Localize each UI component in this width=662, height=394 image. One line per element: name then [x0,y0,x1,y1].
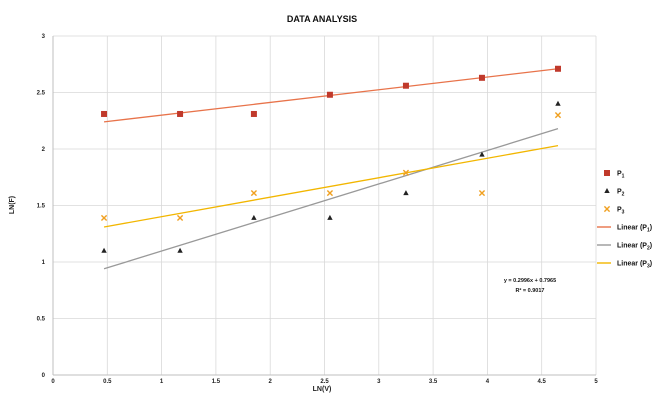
data-point [177,247,183,253]
data-point [555,100,561,106]
x-tick-label: 5 [594,379,598,385]
x-axis-label: LN(V) [313,386,332,393]
legend-marker-swatch [604,188,610,193]
legend-entry: Linear (P3) [597,261,652,270]
data-point [479,151,485,157]
legend-label: P2 [617,189,625,198]
x-tick-label: 0 [51,379,55,385]
x-tick-label: 1.5 [212,379,221,385]
legend-label: P3 [617,207,625,216]
r-squared-text: R² = 0.9017 [516,287,545,294]
legend-label: Linear (P3) [617,261,652,270]
data-point [251,214,257,220]
tick-labels: 0 0.5 1 1.5 2 2.5 3 3.5 4 4.5 5 0 0.5 1 1.5 2 2.5 3 [37,34,599,385]
legend-marker-swatch [603,205,611,213]
y-tick-label: 1.5 [37,204,46,210]
x-tick-label: 4.5 [538,379,547,385]
y-tick-label: 0.5 [37,317,46,323]
y-axis-label: LN(F) [9,196,16,214]
y-tick-label: 0 [42,373,46,379]
data-point [554,65,561,72]
y-tick-label: 2 [42,147,46,153]
data-point [327,214,333,220]
legend-entry: Linear (P1) [597,225,652,234]
data-point [478,74,485,81]
trendline [103,144,559,228]
x-tick-label: 2.5 [320,379,329,385]
data-point [177,110,184,117]
x-tick-label: 3 [377,379,381,385]
data-point [326,91,333,98]
legend-entry: P1 [604,170,625,180]
legend-entry: Linear (P2) [597,243,652,252]
data-point [100,214,108,222]
legend-label: P1 [617,171,625,180]
legend-label: Linear (P1) [617,225,652,234]
trendline [103,128,559,270]
data-point [176,214,184,222]
data-point [250,189,258,197]
x-tick-label: 0.5 [103,379,112,385]
data-points [100,65,562,253]
legend-entry: P2 [604,188,625,198]
trendlines [103,68,559,270]
data-point [101,110,108,117]
data-point [402,82,409,89]
data-point [478,189,486,197]
legend-label: Linear (P2) [617,243,652,252]
equation-text: y = 0.2996x + 0.7965 [504,278,556,284]
data-point [250,110,257,117]
x-tick-label: 3.5 [429,379,438,385]
x-tick-label: 1 [160,379,164,385]
legend-entry: P3 [603,205,625,216]
legend: P1 P2 P3 Linear (P1) Linear (P2) Linear (P3) [597,170,652,270]
axes [52,36,596,376]
data-point [554,112,562,119]
y-tick-label: 2.5 [37,91,46,97]
data-point [101,247,107,253]
x-tick-label: 4 [486,379,490,385]
data-point [403,190,409,196]
grid-lines [52,35,597,376]
y-tick-label: 3 [42,34,46,40]
data-point [326,189,334,197]
y-tick-label: 1 [42,260,46,266]
data-point [402,169,410,176]
x-tick-label: 2 [269,379,273,385]
chart-title: DATA ANALYSIS [287,14,357,24]
trend-equation: y = 0.2996x + 0.7965 R² = 0.9017 [504,278,556,294]
legend-marker-swatch [604,170,610,176]
